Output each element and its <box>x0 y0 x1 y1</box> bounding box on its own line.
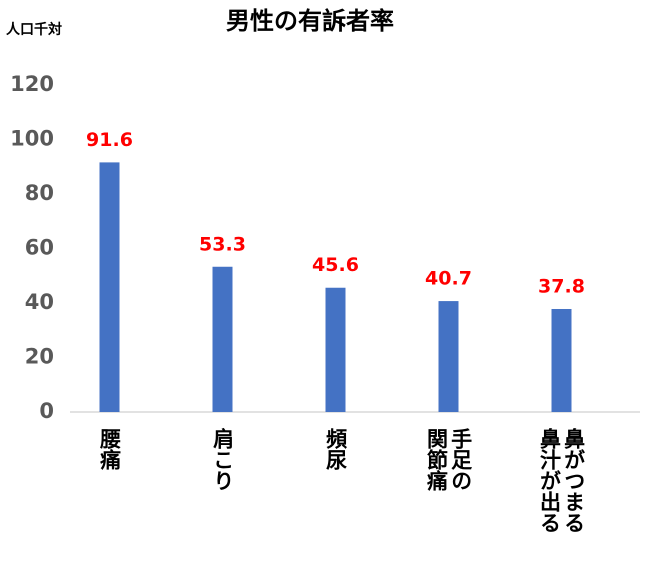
bar <box>438 301 459 412</box>
value-label: 40.7 <box>425 268 472 290</box>
y-tick-label: 120 <box>10 72 54 96</box>
y-tick-label: 40 <box>25 290 54 314</box>
y-tick-label: 20 <box>25 345 54 369</box>
bar <box>212 266 233 412</box>
bar <box>551 308 572 412</box>
y-tick-label: 60 <box>25 236 54 260</box>
y-tick-label: 80 <box>25 181 54 205</box>
x-tick-label: 頻尿 <box>323 428 348 470</box>
value-label: 45.6 <box>312 254 359 276</box>
bar <box>99 162 120 412</box>
x-tick-label: 手足の 関節痛 <box>424 428 473 491</box>
x-tick-label: 鼻がつまる 鼻汁が出る <box>537 428 586 533</box>
x-tick-label: 腰痛 <box>97 428 122 470</box>
value-label: 37.8 <box>538 275 585 297</box>
x-tick-label: 肩こり <box>210 428 235 491</box>
value-label: 91.6 <box>86 129 133 151</box>
bar <box>325 287 346 412</box>
y-axis-label: 人口千対 <box>6 21 62 38</box>
chart-title: 男性の有訴者率 <box>226 7 394 35</box>
y-tick-label: 100 <box>10 127 54 151</box>
y-tick-label: 0 <box>39 399 54 423</box>
value-label: 53.3 <box>199 233 246 255</box>
